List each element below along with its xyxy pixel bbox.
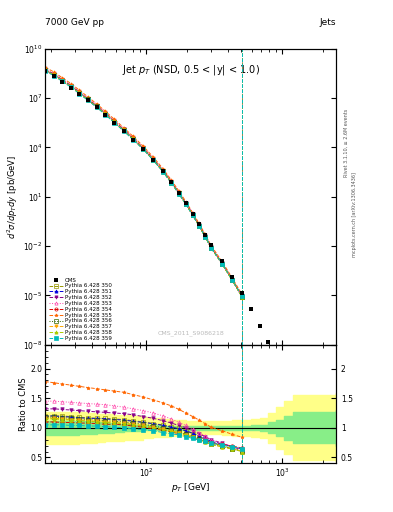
Text: mcplots.cern.ch [arXiv:1306.3436]: mcplots.cern.ch [arXiv:1306.3436] [352,173,357,258]
Legend: CMS, Pythia 6.428 350, Pythia 6.428 351, Pythia 6.428 352, Pythia 6.428 353, Pyt: CMS, Pythia 6.428 350, Pythia 6.428 351,… [48,276,113,342]
Text: Rivet 3.1.10, ≥ 2.6M events: Rivet 3.1.10, ≥ 2.6M events [344,109,349,178]
Text: CMS_2011_S9086218: CMS_2011_S9086218 [157,330,224,336]
Y-axis label: $d^{2}\sigma/dp_Tdy$ [pb/GeV]: $d^{2}\sigma/dp_Tdy$ [pb/GeV] [6,155,20,239]
X-axis label: $p_T$ [GeV]: $p_T$ [GeV] [171,481,210,494]
Text: 7000 GeV pp: 7000 GeV pp [45,18,104,27]
Text: Jets: Jets [320,18,336,27]
Y-axis label: Ratio to CMS: Ratio to CMS [18,377,28,431]
Text: Jet $p_T$ (NSD, 0.5 < |y| < 1.0): Jet $p_T$ (NSD, 0.5 < |y| < 1.0) [121,63,260,77]
